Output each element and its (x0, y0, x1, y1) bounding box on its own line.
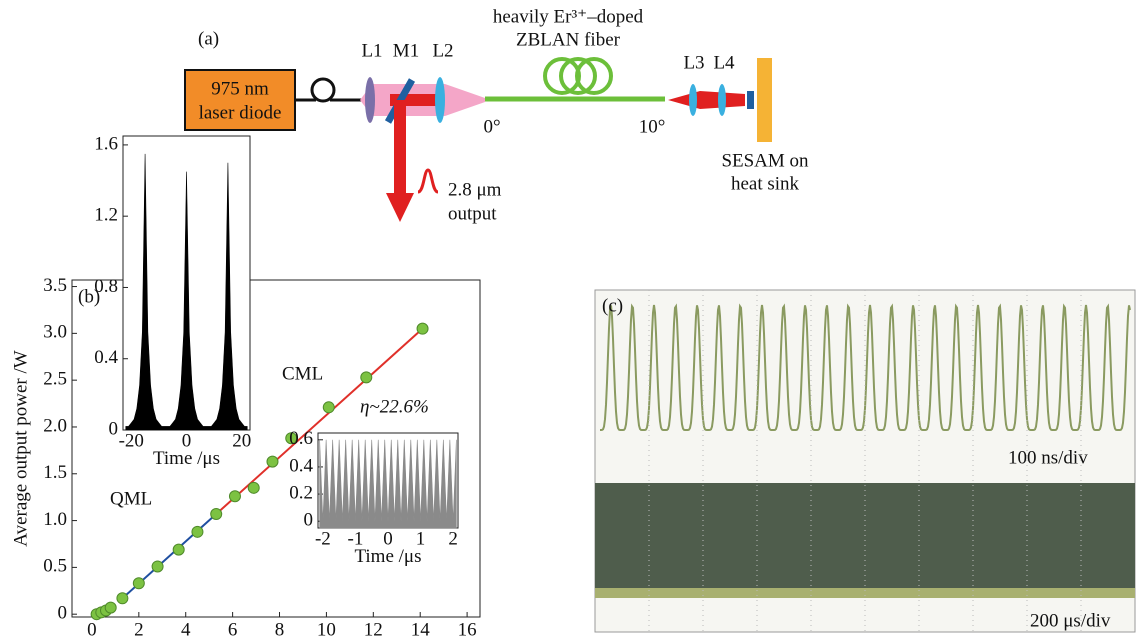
lens-label: M1 (393, 40, 419, 61)
data-point (133, 578, 144, 589)
annotation: η~22.6% (360, 396, 429, 417)
y-tick-label: 0.8 (94, 276, 118, 297)
data-point (323, 402, 334, 413)
lens (435, 77, 445, 123)
lens-label: L3 (683, 52, 704, 73)
sesam-chip (747, 91, 754, 109)
data-point (117, 593, 128, 604)
y-tick-label: 0 (304, 510, 314, 531)
y-tick-label: 0 (109, 418, 119, 439)
x-tick-label: 6 (228, 620, 238, 637)
panel-label: (c) (602, 295, 623, 316)
output-label: output (448, 203, 497, 224)
return-beam (668, 91, 745, 109)
heat-sink (757, 58, 772, 142)
x-tick-label: 0 (87, 620, 97, 637)
source-label: 975 nm (211, 78, 269, 99)
output-beam (394, 100, 406, 195)
y-tick-label: 0 (58, 603, 68, 624)
x-tick-label: 4 (181, 620, 191, 637)
y-tick-label: 0.5 (43, 556, 67, 577)
data-point (361, 372, 372, 383)
data-point (229, 491, 240, 502)
source-label: laser diode (199, 102, 282, 123)
data-point (211, 509, 222, 520)
lens-label: L1 (361, 40, 382, 61)
x-tick-label: 2 (448, 528, 458, 549)
y-tick-label: 2.5 (43, 369, 67, 390)
x-tick-label: 8 (275, 620, 285, 637)
x-tick-label: 10 (317, 620, 336, 637)
lens (689, 84, 697, 116)
x-tick-label: 14 (411, 620, 431, 637)
lens (718, 84, 726, 116)
scope-trace-dense (595, 483, 1135, 595)
y-tick-label: 0.4 (94, 347, 118, 368)
x-tick-label: -2 (315, 528, 331, 549)
oscilloscope-panel: (c) 100 ns/div 200 μs/div (595, 290, 1135, 632)
angle-label: 0° (483, 116, 500, 137)
x-axis-label: Time /μs (354, 546, 421, 567)
lens-label: L2 (432, 40, 453, 61)
y-tick-label: 1.2 (94, 205, 118, 226)
data-point (248, 482, 259, 493)
y-tick-label: 1.0 (43, 509, 67, 530)
scope-baseline (595, 588, 1135, 598)
fiber-label: heavily Er³⁺–doped (493, 6, 644, 27)
angle-label: 10° (639, 116, 666, 137)
y-tick-label: 3.5 (43, 275, 67, 296)
sesam-label: SESAM on (721, 150, 809, 171)
lens (365, 77, 375, 123)
data-point (173, 544, 184, 555)
data-point (267, 456, 278, 467)
panel-label: (a) (198, 28, 219, 49)
figure: (a) 975 nm laser diode L1 M1 L2 L3 L4 he… (0, 0, 1138, 637)
data-point (105, 602, 116, 613)
y-axis-label: Average output power /W (10, 350, 31, 547)
lens-label: L4 (713, 52, 735, 73)
x-tick-label: 2 (134, 620, 144, 637)
y-tick-label: 0.4 (289, 455, 313, 476)
data-point (417, 323, 428, 334)
x-tick-label: -20 (119, 430, 144, 451)
pigtail-loop (312, 79, 334, 101)
output-arrow (386, 193, 414, 222)
output-label: 2.8 μm (448, 179, 502, 200)
x-tick-label: 20 (232, 430, 251, 451)
sesam-label: heat sink (731, 173, 800, 194)
fiber-label: ZBLAN fiber (516, 29, 621, 50)
scale-label: 100 ns/div (1008, 447, 1088, 468)
y-tick-label: 1.6 (94, 133, 118, 154)
x-tick-label: 12 (364, 620, 383, 637)
annotation: QML (110, 488, 152, 509)
data-point (192, 526, 203, 537)
y-tick-label: 2.0 (43, 415, 67, 436)
x-tick-label: 16 (458, 620, 477, 637)
pulse-icon (418, 170, 438, 192)
y-tick-label: 0.6 (289, 428, 313, 449)
annotation: CML (282, 363, 323, 384)
y-tick-label: 3.0 (43, 322, 67, 343)
scale-label: 200 μs/div (1030, 610, 1111, 631)
setup-diagram: (a) 975 nm laser diode L1 M1 L2 L3 L4 he… (185, 6, 809, 224)
data-point (152, 561, 163, 572)
y-tick-label: 0.2 (289, 482, 313, 503)
y-tick-label: 1.5 (43, 462, 67, 483)
x-axis-label: Time /μs (153, 448, 220, 469)
